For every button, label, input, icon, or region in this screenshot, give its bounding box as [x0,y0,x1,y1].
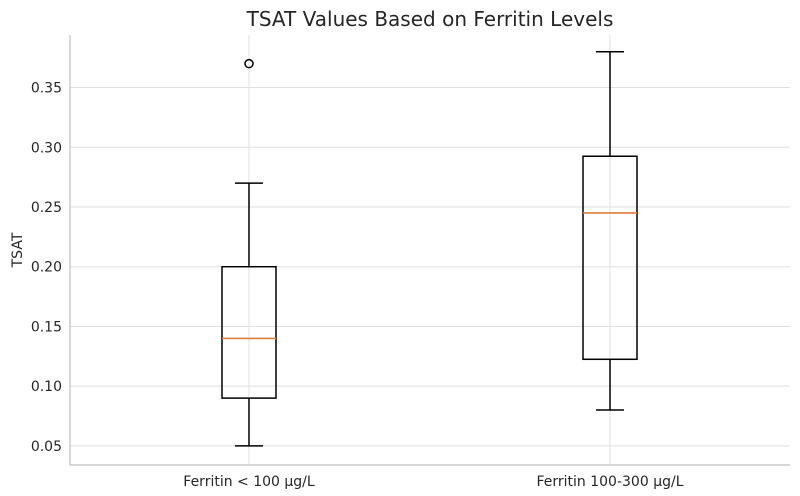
iqr-box [582,155,638,361]
y-tick-label: 0.20 [31,260,62,276]
y-tick-label: 0.05 [31,439,62,455]
box-group [582,50,638,411]
chart-title: TSAT Values Based on Ferritin Levels [246,7,614,31]
grid-lines [70,35,790,465]
x-ticks: Ferritin < 100 µg/L Ferritin 100-300 µg/L [183,474,683,490]
x-tick-label: Ferritin 100-300 µg/L [536,474,683,490]
boxes [221,50,638,447]
y-axis-label: TSAT [10,232,26,268]
box-group [221,58,277,447]
y-tick-label: 0.10 [31,379,62,395]
iqr-box [221,265,277,399]
y-tick-label: 0.15 [31,319,62,335]
outlier-point [244,58,254,69]
x-tick-label: Ferritin < 100 µg/L [183,474,315,490]
y-tick-label: 0.35 [31,81,62,97]
y-ticks: 0.05 0.10 0.15 0.20 0.25 0.30 0.35 [31,81,62,455]
y-tick-label: 0.25 [31,200,62,216]
y-tick-label: 0.30 [31,140,62,156]
axis-spines [69,35,790,466]
